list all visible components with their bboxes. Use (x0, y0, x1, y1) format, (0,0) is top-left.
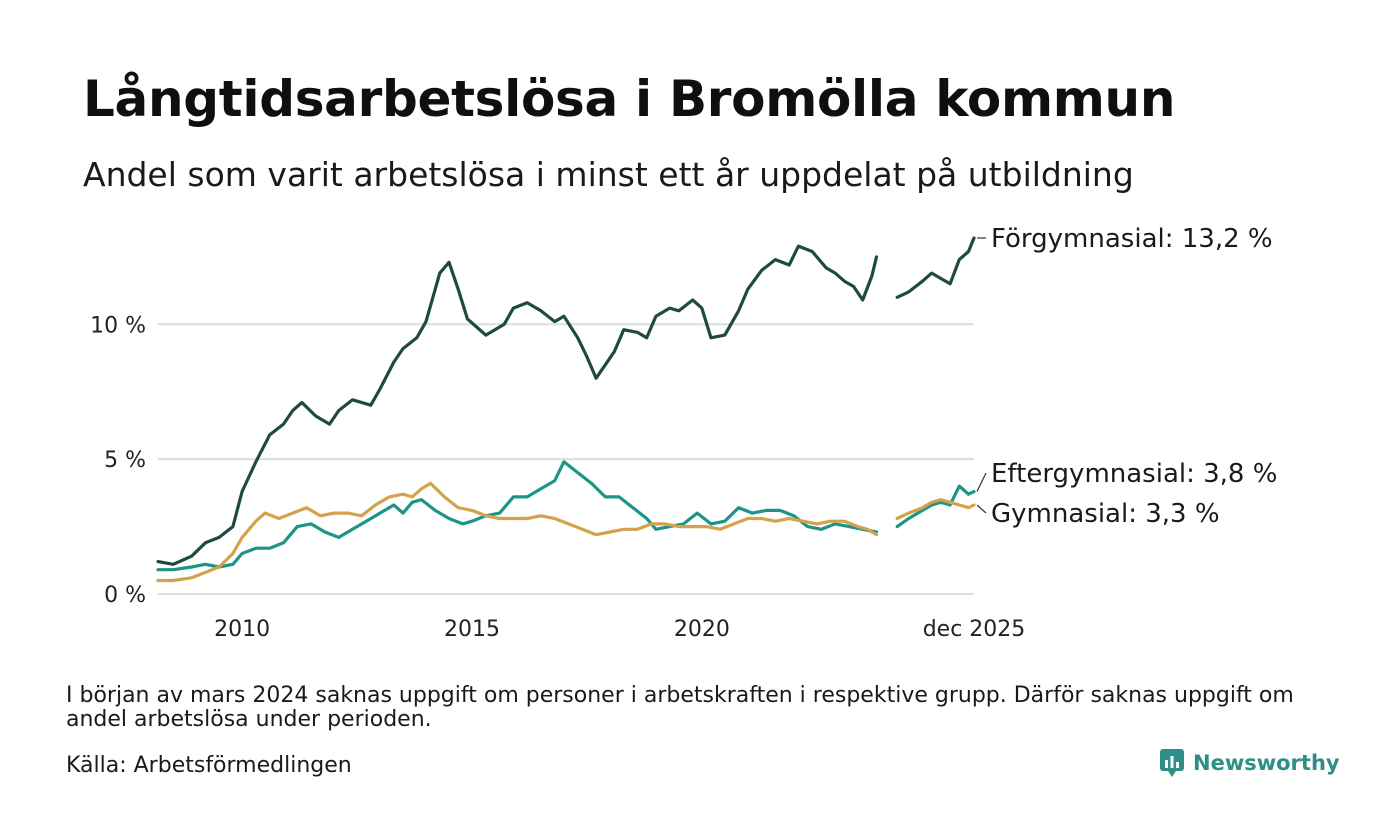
series-line-förgymnasial (156, 244, 879, 566)
series-line-gymnasial (156, 481, 879, 583)
chart-title: Långtidsarbetslösa i Bromölla kommun (83, 70, 1176, 128)
end-label-gymnasial: Gymnasial: 3,3 % (991, 499, 1220, 529)
brand-name: Newsworthy (1193, 751, 1340, 775)
y-axis-ticks: 0 % 5 % 10 % (90, 313, 146, 608)
end-labels: Förgymnasial: 13,2 % Eftergymnasial: 3,8 … (976, 224, 1277, 529)
brand-logo: Newsworthy (1159, 748, 1340, 778)
gridlines (158, 323, 974, 595)
series-line-förgymnasial (895, 236, 976, 299)
end-label-eftergymnasial: Eftergymnasial: 3,8 % (991, 459, 1277, 489)
line-chart: 0 % 5 % 10 % 2010 2015 2020 dec 2025 Förgymna… (90, 224, 1277, 642)
x-tick-label: dec 2025 (923, 617, 1026, 642)
series-lines (156, 236, 976, 583)
series-line-eftergymnasial (895, 484, 976, 529)
end-label-förgymnasial: Förgymnasial: 13,2 % (991, 224, 1273, 254)
chart-subtitle: Andel som varit arbetslösa i minst ett å… (83, 155, 1134, 194)
x-tick-label: 2010 (214, 617, 270, 642)
label-leader (976, 472, 987, 492)
x-tick-label: 2020 (674, 617, 730, 642)
series-line-gymnasial (895, 498, 976, 521)
x-axis-ticks: 2010 2015 2020 dec 2025 (214, 617, 1025, 642)
footnote: I början av mars 2024 saknas uppgift om … (66, 683, 1294, 732)
series-line-eftergymnasial (156, 460, 879, 572)
y-tick-label: 5 % (104, 448, 146, 473)
x-tick-label: 2015 (444, 617, 500, 642)
source-credit: Källa: Arbetsförmedlingen (66, 753, 352, 778)
newsworthy-logo-icon (1160, 749, 1184, 777)
y-tick-label: 0 % (104, 583, 146, 608)
y-tick-label: 10 % (90, 313, 146, 338)
label-leader (976, 504, 987, 514)
